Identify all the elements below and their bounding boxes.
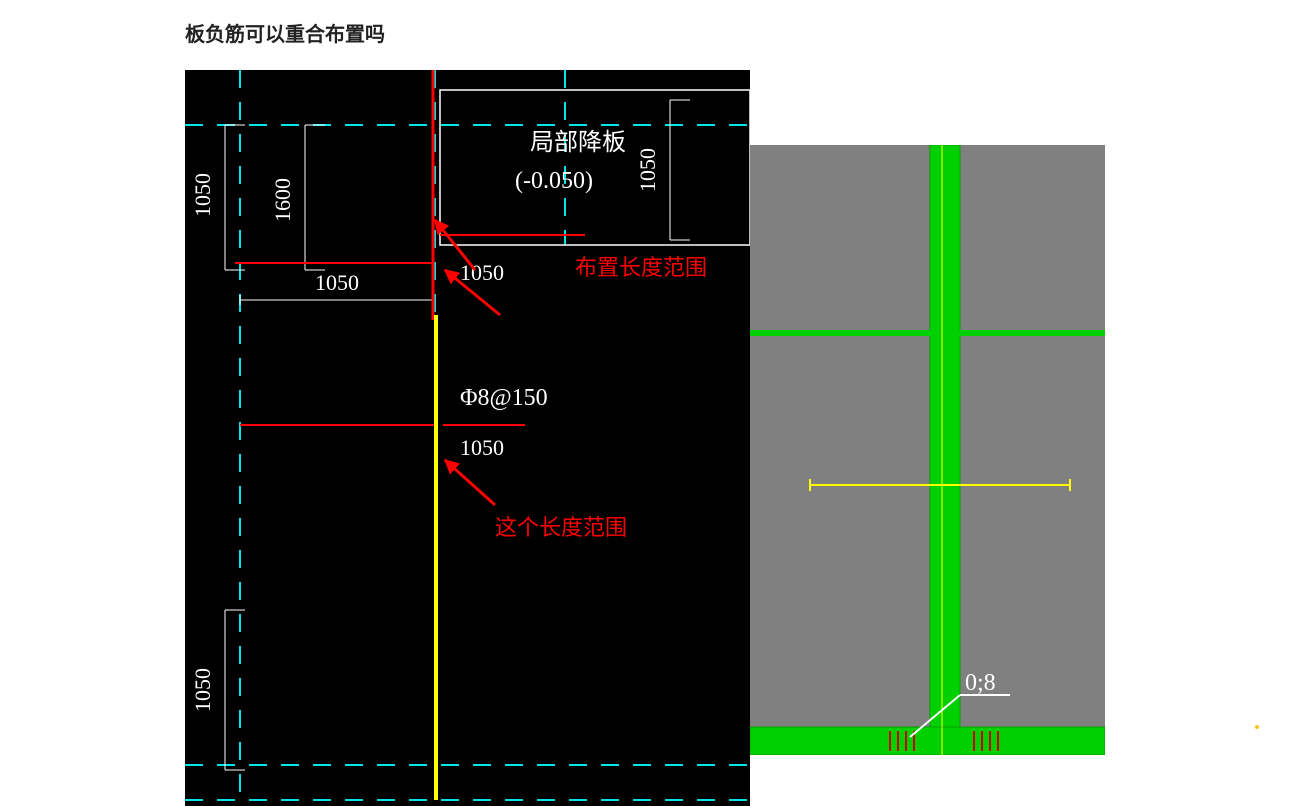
plan-view-panel: 0;8 <box>750 145 1105 755</box>
dimension-text: 1050 <box>190 173 215 217</box>
page-root: 板负筋可以重合布置吗 局部降板 (-0.050) 1050 1600 1050 1050 1… <box>0 0 1293 806</box>
dimension-text: 1050 <box>460 435 504 460</box>
annotation-text: 布置长度范围 <box>575 255 707 280</box>
dimension-text: 1050 <box>635 148 660 192</box>
annotation-text: 这个长度范围 <box>495 515 627 540</box>
marker-dot <box>1255 725 1259 729</box>
plan-rebar-label: 0;8 <box>965 670 996 696</box>
dimension-text: 1050 <box>315 270 359 295</box>
dimension-text: 1050 <box>190 668 215 712</box>
dimension-text: 1050 <box>460 260 504 285</box>
box-label: 局部降板 <box>530 129 626 156</box>
dimension-text: 1600 <box>270 178 295 222</box>
plan-svg: 0;8 <box>750 145 1105 755</box>
page-title: 板负筋可以重合布置吗 <box>185 18 385 47</box>
cad-drawing-panel: 局部降板 (-0.050) 1050 1600 1050 1050 1050 1050 1050… <box>185 70 750 806</box>
rebar-spec-label: Φ8@150 <box>460 385 548 411</box>
content-area: 局部降板 (-0.050) 1050 1600 1050 1050 1050 1050 1050… <box>185 70 1105 806</box>
cad-svg: 局部降板 (-0.050) 1050 1600 1050 1050 1050 1050 1050… <box>185 70 750 806</box>
box-label: (-0.050) <box>515 168 593 194</box>
